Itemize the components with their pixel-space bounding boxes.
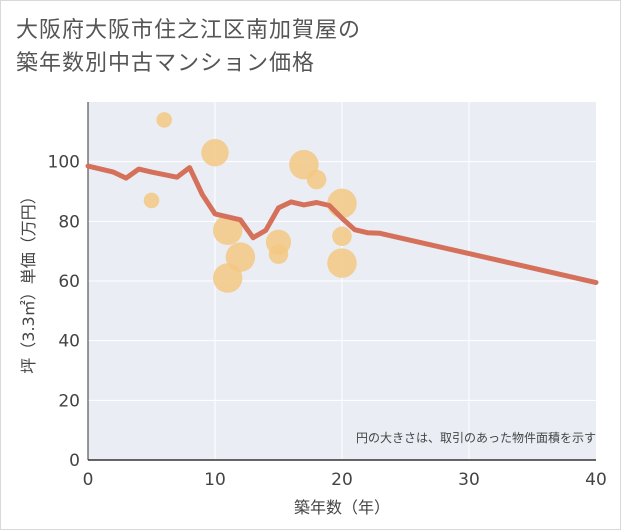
- chart-title-line-1: 大阪府大阪市住之江区南加賀屋の: [16, 18, 362, 43]
- x-tick-label: 0: [83, 470, 94, 490]
- x-tick-label: 20: [331, 470, 353, 490]
- average-price-line: [85, 163, 599, 285]
- x-tick-label: 30: [458, 470, 480, 490]
- trend-line-series: [85, 163, 599, 285]
- chart-title: 大阪府大阪市住之江区南加賀屋の 築年数別中古マンション価格: [16, 14, 576, 80]
- y-axis-title: 坪（3.3㎡）単価（万円）: [19, 188, 38, 373]
- y-tick-label: 60: [58, 272, 80, 292]
- bubble-point: [327, 248, 357, 278]
- tick-labels: 0 20 40 60 80 100 0 10 20 30 40: [48, 153, 607, 490]
- chart-title-line-2: 築年数別中古マンション価格: [16, 51, 316, 76]
- y-tick-label: 80: [58, 212, 80, 232]
- bubble-point: [306, 169, 327, 190]
- grid-lines: [88, 102, 596, 460]
- x-tick-label: 40: [585, 470, 607, 490]
- bubble-point: [327, 188, 357, 219]
- y-tick-label: 0: [69, 451, 80, 471]
- bubble-point: [268, 244, 289, 264]
- y-tick-label: 20: [58, 391, 80, 411]
- bubble-point: [225, 242, 256, 272]
- bubble-point: [332, 226, 352, 247]
- axes: [87, 102, 596, 461]
- bubble-point: [156, 112, 172, 128]
- y-tick-label: 40: [58, 332, 80, 352]
- x-tick-label: 10: [204, 470, 226, 490]
- bubble-point: [212, 215, 243, 246]
- bubble-point: [201, 138, 229, 167]
- chart-note: 円の大きさは、取引のあった物件面積を示す: [356, 430, 596, 445]
- x-axis-title: 築年数（年）: [294, 498, 390, 517]
- y-tick-label: 100: [48, 153, 80, 173]
- bubble-point: [143, 192, 160, 209]
